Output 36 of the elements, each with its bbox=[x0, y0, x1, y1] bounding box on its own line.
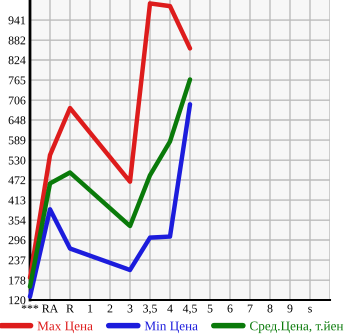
y-tick-label: 941 bbox=[8, 16, 26, 24]
x-tick-label: 2 bbox=[108, 304, 112, 312]
x-tick-label: 7 bbox=[248, 304, 253, 312]
x-tick-label: RA bbox=[42, 304, 58, 312]
y-tick-label: 706 bbox=[8, 96, 26, 104]
x-tick-label: 3,5 bbox=[143, 304, 157, 314]
legend-label: Max Цена bbox=[38, 322, 93, 334]
x-tick-label: 3 bbox=[128, 304, 132, 312]
line-series bbox=[28, 1, 192, 280]
x-tick-label: 8 bbox=[268, 304, 272, 312]
line-series bbox=[28, 77, 192, 289]
line-series bbox=[28, 102, 192, 299]
y-tick-label: 530 bbox=[8, 156, 26, 164]
y-tick-label: 882 bbox=[8, 36, 26, 44]
legend-label: Min Цена bbox=[144, 322, 198, 334]
y-tick-label: 237 bbox=[8, 256, 26, 264]
legend-label: Сред.Цена, т.йен bbox=[250, 321, 344, 334]
x-tick-label: s bbox=[308, 306, 312, 312]
y-tick-label: 296 bbox=[8, 236, 26, 244]
y-tick-label: 120 bbox=[9, 296, 26, 304]
y-tick-label: 824 bbox=[8, 56, 26, 64]
y-tick-label: 178 bbox=[9, 276, 26, 284]
y-tick-label: 354 bbox=[8, 216, 26, 224]
y-tick-label: 472 bbox=[8, 176, 26, 184]
x-tick-label: 4,5 bbox=[182, 304, 197, 314]
y-tick-label: 765 bbox=[8, 76, 26, 84]
x-tick-label: 9 bbox=[287, 304, 292, 312]
x-tick-label: *** bbox=[22, 304, 38, 309]
y-tick-label: 648 bbox=[8, 116, 26, 124]
x-tick-label: 4 bbox=[167, 304, 173, 312]
x-tick-label: 5 bbox=[208, 304, 212, 312]
x-tick-label: 6 bbox=[228, 304, 233, 312]
y-tick-label: 589 bbox=[8, 136, 26, 144]
x-tick-label: 1 bbox=[88, 304, 92, 312]
y-tick-label: 413 bbox=[8, 196, 26, 204]
x-tick-label: R bbox=[66, 304, 74, 312]
